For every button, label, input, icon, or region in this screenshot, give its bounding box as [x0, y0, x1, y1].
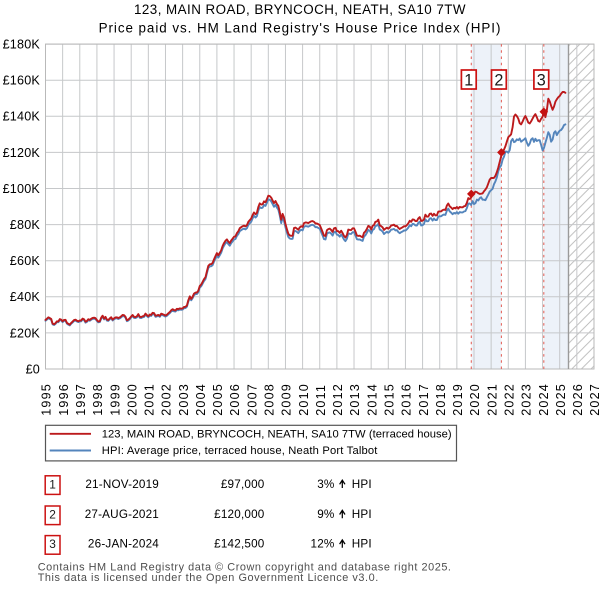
svg-text:2026: 2026: [571, 383, 585, 416]
svg-text:2012: 2012: [331, 383, 345, 416]
svg-text:2003: 2003: [177, 383, 191, 416]
svg-text:Price paid vs. HM Land Registr: Price paid vs. HM Land Registry's House …: [99, 21, 502, 36]
svg-text:£60K: £60K: [10, 254, 41, 268]
svg-text:2022: 2022: [503, 383, 517, 416]
svg-text:2000: 2000: [125, 383, 139, 416]
svg-text:2008: 2008: [263, 383, 277, 416]
svg-text:HPI: HPI: [352, 538, 372, 551]
svg-text:3%: 3%: [317, 478, 334, 491]
svg-text:2: 2: [49, 508, 56, 522]
svg-text:2010: 2010: [297, 383, 311, 416]
svg-text:3: 3: [537, 71, 546, 89]
svg-text:2018: 2018: [434, 383, 448, 416]
svg-text:2005: 2005: [211, 383, 225, 416]
svg-text:2017: 2017: [417, 383, 431, 416]
svg-text:1998: 1998: [91, 383, 105, 416]
svg-text:£180K: £180K: [3, 38, 41, 52]
svg-text:HPI: Average price, terraced h: HPI: Average price, terraced house, Neat…: [102, 445, 379, 457]
svg-text:1995: 1995: [40, 383, 54, 416]
svg-text:1997: 1997: [74, 383, 88, 416]
svg-text:2014: 2014: [365, 383, 379, 416]
svg-text:26-JAN-2024: 26-JAN-2024: [88, 538, 159, 551]
svg-text:123, MAIN ROAD, BRYNCOCH, NEAT: 123, MAIN ROAD, BRYNCOCH, NEATH, SA10 7T…: [134, 2, 466, 17]
svg-text:2020: 2020: [468, 383, 482, 416]
svg-text:2021: 2021: [485, 383, 499, 416]
svg-text:2001: 2001: [143, 383, 157, 416]
svg-text:£0: £0: [26, 362, 40, 376]
svg-text:£100K: £100K: [3, 182, 41, 196]
svg-text:1: 1: [464, 71, 473, 89]
svg-text:2006: 2006: [228, 383, 242, 416]
svg-text:2024: 2024: [537, 383, 551, 416]
svg-text:2013: 2013: [348, 383, 362, 416]
svg-text:123, MAIN ROAD, BRYNCOCH, NEAT: 123, MAIN ROAD, BRYNCOCH, NEATH, SA10 7T…: [102, 429, 452, 441]
svg-text:1: 1: [49, 477, 56, 491]
svg-text:HPI: HPI: [352, 508, 372, 521]
svg-text:HPI: HPI: [352, 478, 372, 491]
svg-text:21-NOV-2019: 21-NOV-2019: [85, 478, 159, 491]
svg-text:£97,000: £97,000: [221, 478, 265, 491]
svg-text:2007: 2007: [245, 383, 259, 416]
svg-text:12%: 12%: [311, 538, 335, 551]
svg-text:£120,000: £120,000: [214, 508, 265, 521]
svg-text:2016: 2016: [400, 383, 414, 416]
svg-text:2025: 2025: [554, 383, 568, 416]
svg-text:£160K: £160K: [3, 74, 41, 88]
svg-text:£20K: £20K: [10, 326, 41, 340]
svg-text:9%: 9%: [317, 508, 334, 521]
svg-text:1999: 1999: [108, 383, 122, 416]
svg-text:£80K: £80K: [10, 218, 41, 232]
svg-text:27-AUG-2021: 27-AUG-2021: [85, 508, 159, 521]
svg-text:3: 3: [49, 537, 56, 551]
svg-text:2023: 2023: [520, 383, 534, 416]
svg-text:2: 2: [494, 71, 503, 89]
svg-text:This data is licensed under th: This data is licensed under the Open Gov…: [38, 572, 379, 584]
svg-text:2011: 2011: [314, 384, 328, 416]
svg-text:£140K: £140K: [3, 110, 41, 124]
svg-text:£40K: £40K: [10, 290, 41, 304]
svg-text:2019: 2019: [451, 383, 465, 416]
svg-text:Contains HM Land Registry data: Contains HM Land Registry data © Crown c…: [38, 562, 452, 574]
svg-text:2027: 2027: [588, 383, 600, 416]
svg-text:£120K: £120K: [3, 146, 41, 160]
svg-text:1996: 1996: [57, 383, 71, 416]
svg-text:2004: 2004: [194, 383, 208, 416]
svg-text:2002: 2002: [160, 383, 174, 416]
svg-text:£142,500: £142,500: [214, 538, 265, 551]
svg-text:2009: 2009: [280, 383, 294, 416]
svg-text:2015: 2015: [383, 383, 397, 416]
